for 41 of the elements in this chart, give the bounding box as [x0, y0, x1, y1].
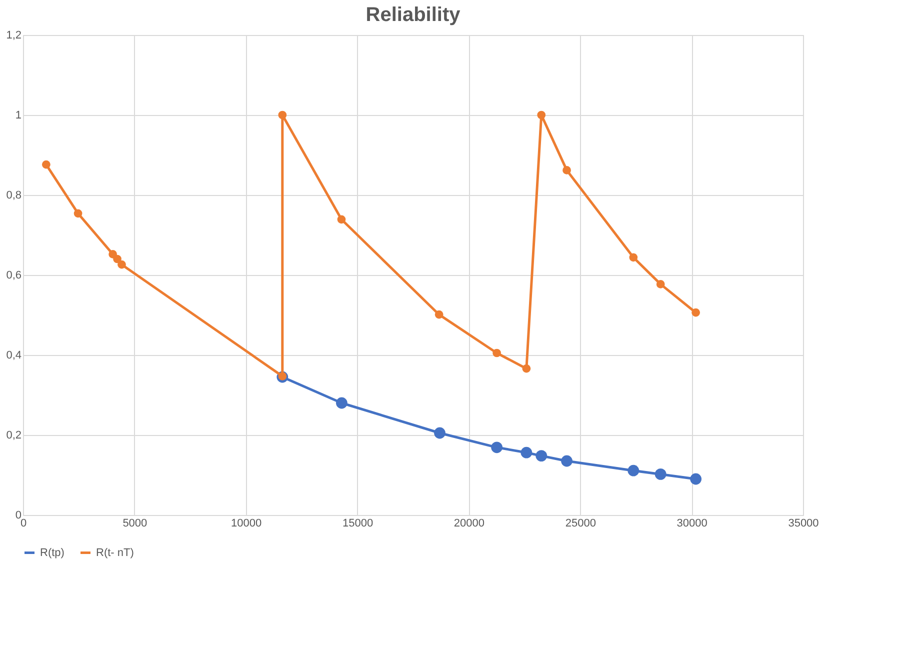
point: [522, 364, 531, 373]
point: [74, 209, 82, 218]
x-tick-label: 10000: [231, 518, 262, 530]
y-tick-label: 1: [15, 110, 22, 122]
y-tick-label: 0,8: [6, 190, 22, 202]
point: [434, 427, 446, 439]
point: [562, 166, 571, 174]
point: [628, 464, 640, 476]
x-tick-label: 30000: [676, 518, 708, 530]
point: [629, 253, 638, 262]
legend-label: R(t- nT): [96, 546, 134, 559]
chart-title: Reliability: [366, 4, 462, 26]
y-tick-label: 0,6: [6, 270, 22, 282]
y-tick-label: 0,2: [6, 430, 22, 442]
x-tick-label: 15000: [342, 518, 374, 530]
point: [434, 310, 444, 319]
point: [536, 450, 548, 462]
point: [278, 372, 287, 380]
point: [561, 455, 572, 467]
point: [692, 308, 700, 317]
point: [537, 110, 546, 120]
x-tick-label: 25000: [565, 518, 596, 530]
x-tick-label: 20000: [454, 518, 485, 530]
point: [520, 446, 532, 458]
point: [42, 160, 50, 169]
point: [491, 442, 502, 454]
point: [336, 397, 348, 409]
point: [654, 468, 666, 480]
y-tick-label: 1,2: [6, 30, 22, 42]
point: [278, 110, 287, 120]
point: [656, 280, 665, 288]
point: [118, 260, 126, 269]
x-tick-label: 35000: [788, 518, 819, 530]
legend-label: R(tp): [40, 546, 64, 559]
x-tick-label: 5000: [122, 518, 148, 530]
y-tick-label: 0,4: [6, 350, 22, 362]
point: [337, 215, 346, 224]
point: [690, 473, 702, 485]
point: [492, 348, 501, 358]
point: [113, 254, 122, 264]
y-tick-label: 0: [15, 510, 22, 522]
